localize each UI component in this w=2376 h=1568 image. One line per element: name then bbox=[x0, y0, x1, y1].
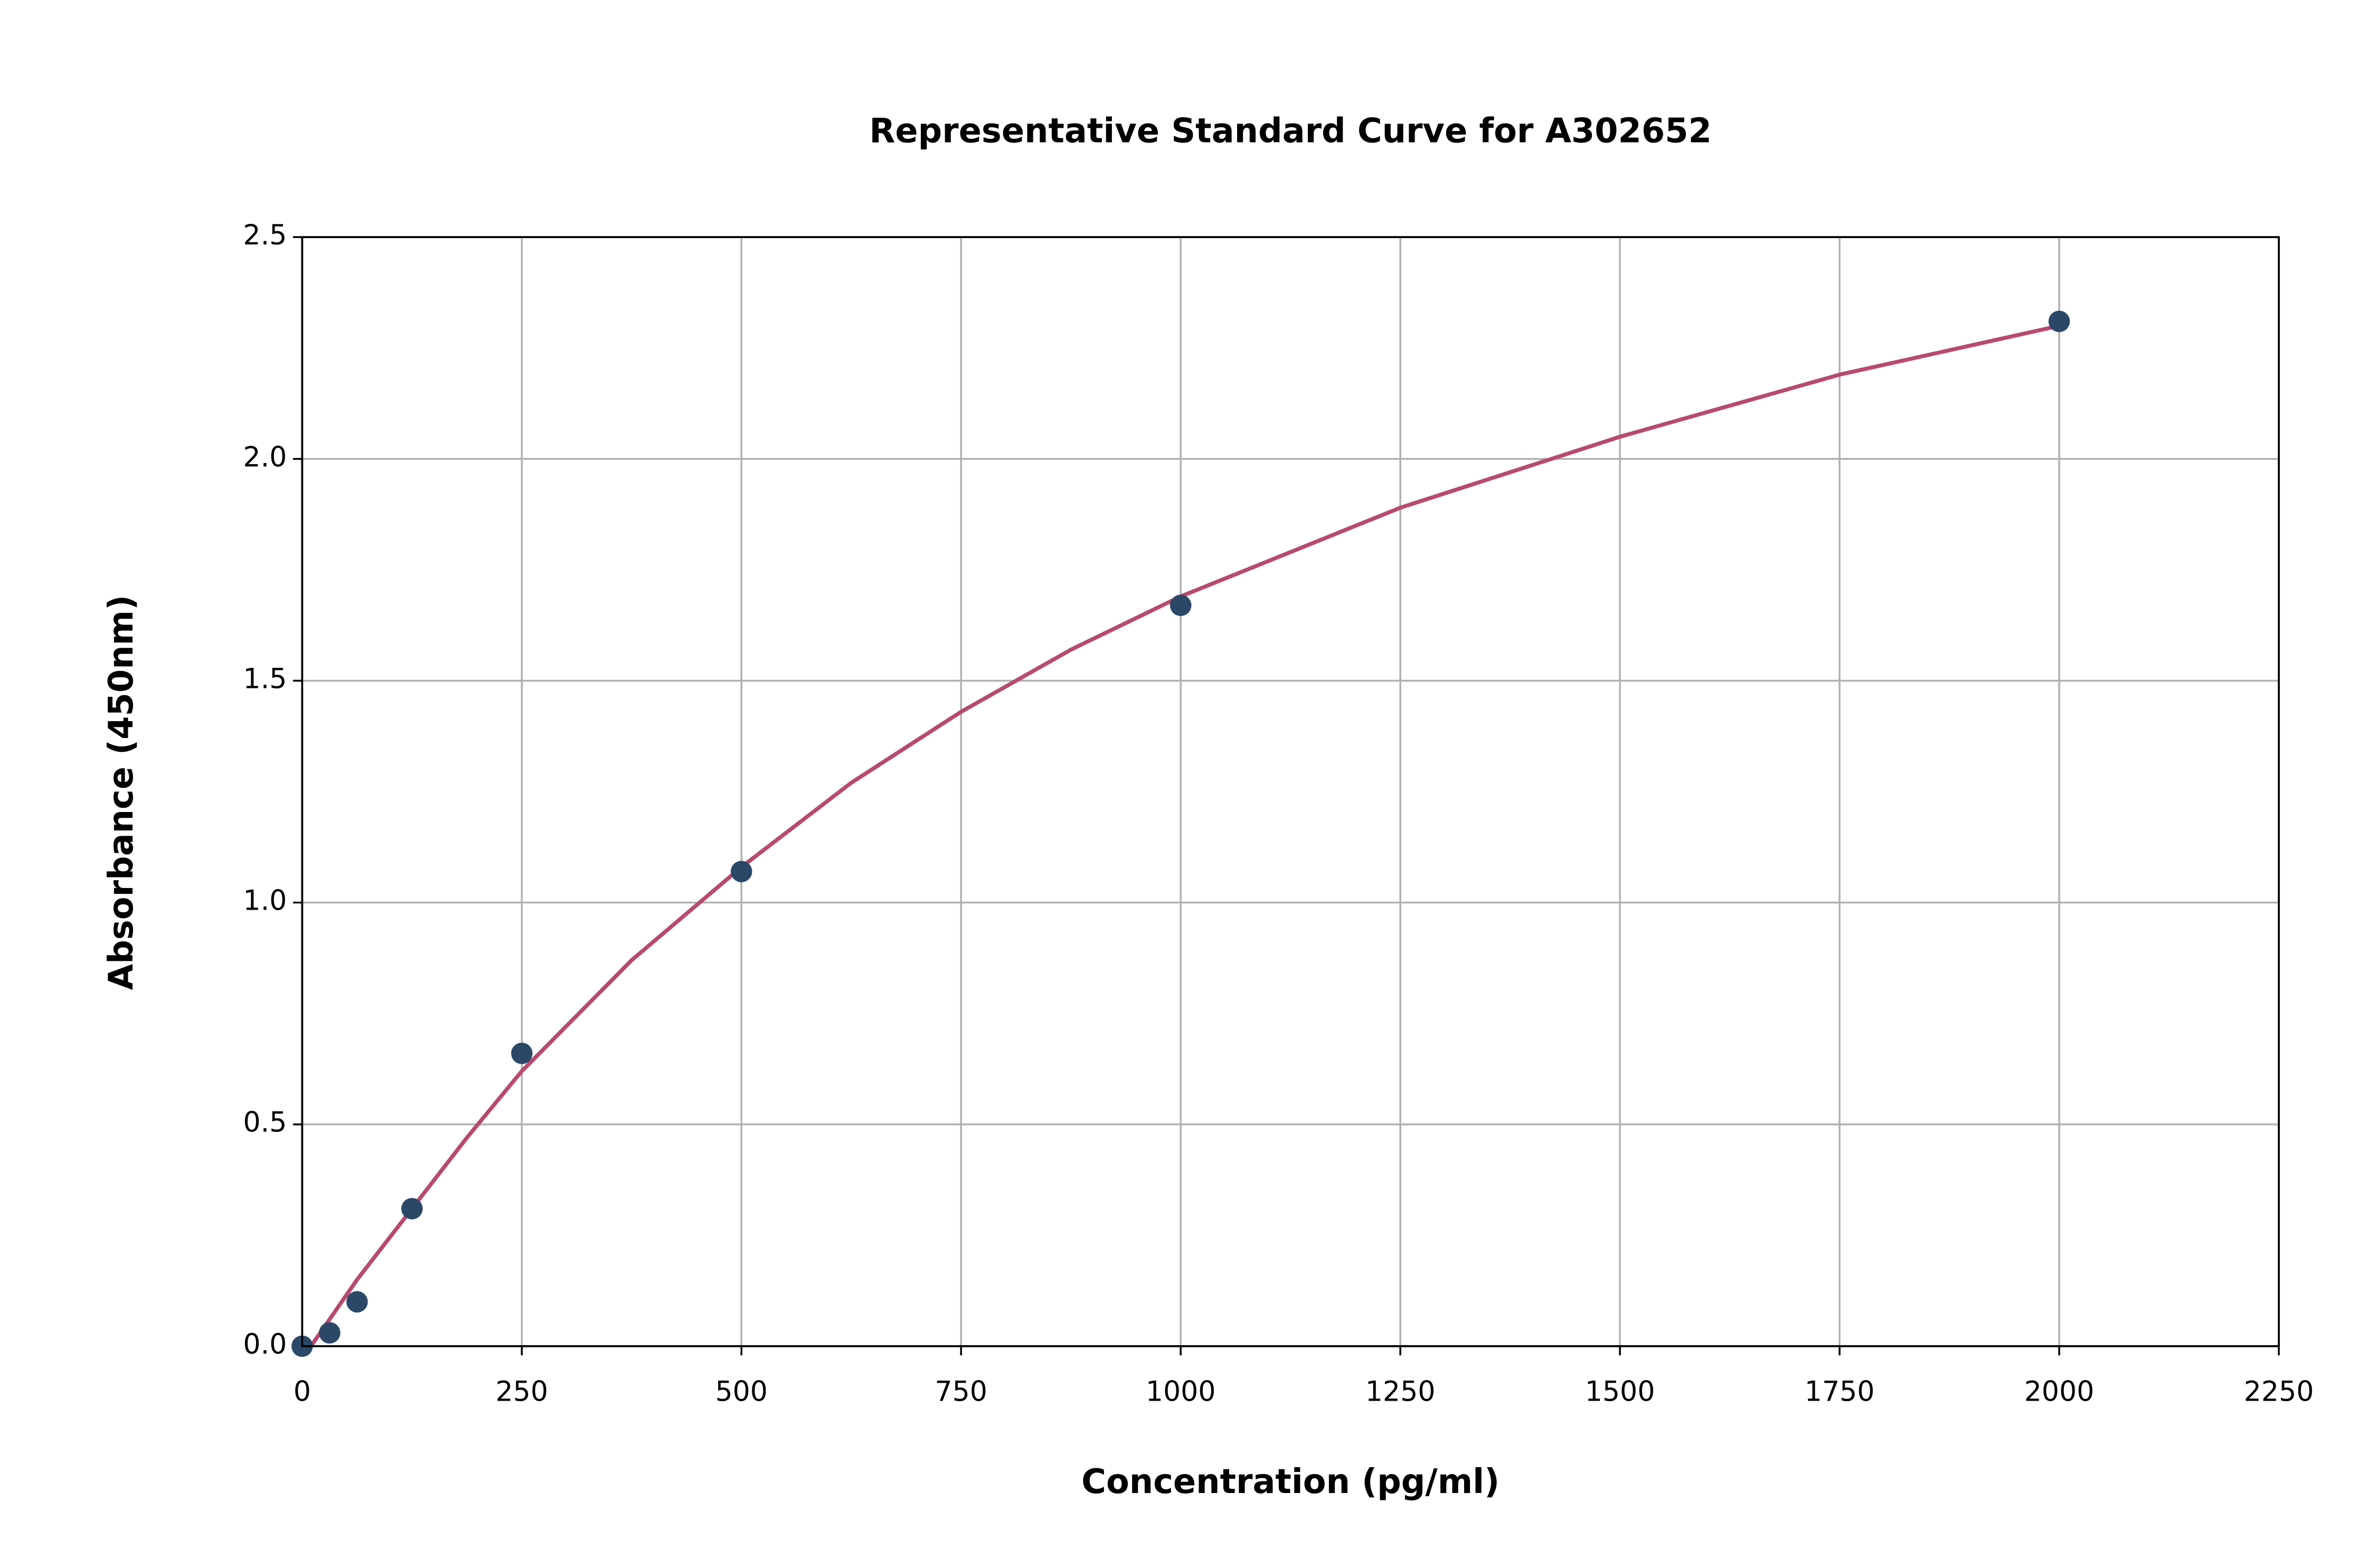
plot-area bbox=[291, 310, 2070, 1357]
x-tick-label: 2250 bbox=[2244, 1376, 2314, 1408]
x-tick-label: 1250 bbox=[1365, 1376, 1436, 1408]
y-axis-label: Absorbance (450nm) bbox=[102, 595, 141, 990]
x-tick-label: 750 bbox=[935, 1376, 987, 1408]
y-tick-label: 1.5 bbox=[243, 663, 287, 695]
y-tick-label: 0.0 bbox=[243, 1329, 287, 1361]
x-axis-label: Concentration (pg/ml) bbox=[1081, 1462, 1500, 1501]
x-tick-label: 1500 bbox=[1585, 1376, 1655, 1408]
data-point bbox=[511, 1042, 533, 1064]
data-point bbox=[346, 1291, 368, 1313]
x-tick-label: 1000 bbox=[1146, 1376, 1216, 1408]
chart-title: Representative Standard Curve for A30265… bbox=[869, 112, 1712, 151]
y-tick-label: 1.0 bbox=[243, 885, 287, 917]
data-point bbox=[2048, 310, 2070, 333]
x-tick-label: 0 bbox=[294, 1376, 311, 1408]
y-tick-label: 0.5 bbox=[243, 1107, 287, 1139]
data-point bbox=[401, 1198, 423, 1220]
data-point bbox=[1170, 594, 1192, 616]
y-tick-label: 2.0 bbox=[243, 441, 287, 473]
fit-curve bbox=[309, 324, 2060, 1347]
data-point bbox=[319, 1322, 341, 1344]
x-tick-label: 1750 bbox=[1805, 1376, 1875, 1408]
data-point bbox=[730, 861, 752, 883]
y-tick-label: 2.5 bbox=[243, 220, 287, 251]
x-tick-label: 500 bbox=[715, 1376, 768, 1408]
x-tick-label: 2000 bbox=[2024, 1376, 2095, 1408]
x-tick-label: 250 bbox=[496, 1376, 549, 1408]
plot-frame bbox=[301, 236, 2280, 1347]
